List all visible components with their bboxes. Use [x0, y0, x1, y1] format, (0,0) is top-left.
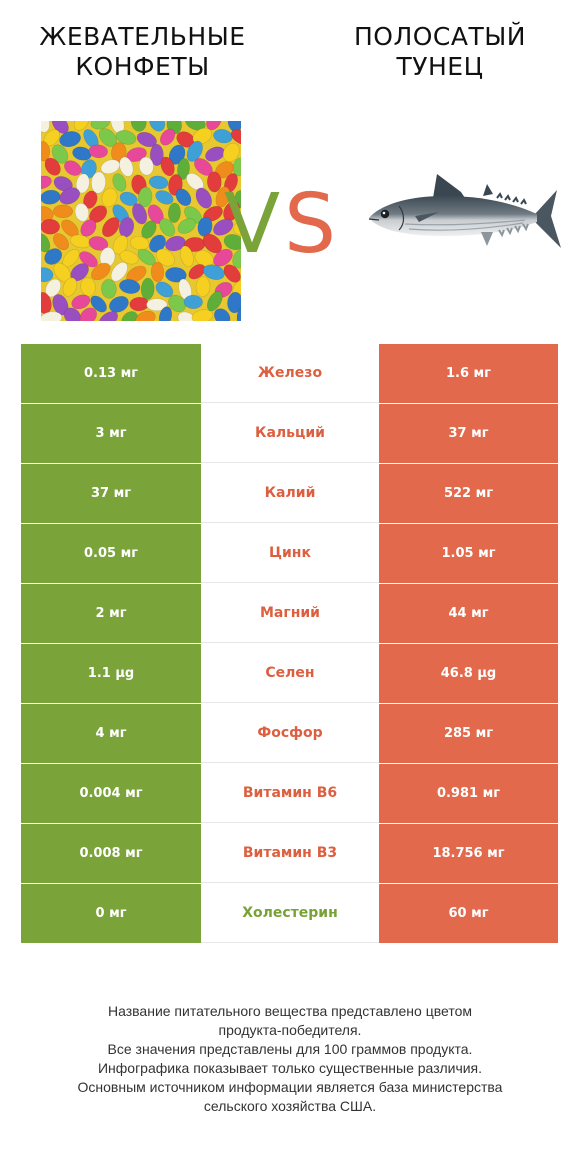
nutrient-name-cell: Кальций [201, 404, 379, 463]
nutrient-name-cell: Магний [201, 584, 379, 643]
table-row: 3 мг Кальций 37 мг [21, 404, 558, 464]
table-row: 0.004 мг Витамин B6 0.981 мг [21, 764, 558, 824]
table-row: 2 мг Магний 44 мг [21, 584, 558, 644]
nutrient-name-cell: Витамин B3 [201, 824, 379, 883]
left-value-cell: 0 мг [21, 884, 201, 943]
right-title-line1: ПОЛОСАТЫЙ [353, 22, 527, 51]
right-value-cell: 60 мг [379, 884, 558, 943]
footer-line: Название питательного вещества представл… [107, 1003, 473, 1019]
left-title-line2: КОНФЕТЫ [75, 52, 210, 81]
table-row: 0.05 мг Цинк 1.05 мг [21, 524, 558, 584]
nutrient-name-cell: Железо [201, 344, 379, 403]
right-value-cell: 285 мг [379, 704, 558, 763]
vs-s-letter: S [284, 177, 336, 270]
footer-line: Инфографика показывает только существенн… [97, 1060, 483, 1076]
left-value-cell: 4 мг [21, 704, 201, 763]
right-title-line2: ТУНЕЦ [396, 52, 484, 81]
right-value-cell: 1.05 мг [379, 524, 558, 583]
vs-v-letter: V [224, 177, 280, 270]
left-product-title: ЖЕВАТЕЛЬНЫЕ КОНФЕТЫ [15, 22, 270, 82]
left-value-cell: 1.1 µg [21, 644, 201, 703]
right-product-title: ПОЛОСАТЫЙ ТУНЕЦ [320, 22, 560, 82]
footer-line: Основным источником информации является … [77, 1079, 503, 1095]
left-value-cell: 0.05 мг [21, 524, 201, 583]
table-row: 1.1 µg Селен 46.8 µg [21, 644, 558, 704]
footer-line: продукта-победителя. [218, 1022, 362, 1038]
table-row: 0.13 мг Железо 1.6 мг [21, 344, 558, 404]
left-value-cell: 0.004 мг [21, 764, 201, 823]
left-value-cell: 37 мг [21, 464, 201, 523]
table-row: 0.008 мг Витамин B3 18.756 мг [21, 824, 558, 884]
tuna-fish-image [368, 174, 561, 248]
nutrient-name-cell: Холестерин [201, 884, 379, 943]
nutrient-name-cell: Витамин B6 [201, 764, 379, 823]
right-value-cell: 522 мг [379, 464, 558, 523]
vs-label: V S [224, 177, 336, 270]
right-value-cell: 18.756 мг [379, 824, 558, 883]
nutrient-name-cell: Калий [201, 464, 379, 523]
footer-line: сельского хозяйства США. [203, 1098, 377, 1114]
nutrient-name-cell: Фосфор [201, 704, 379, 763]
jelly-beans-image [41, 121, 241, 321]
right-value-cell: 0.981 мг [379, 764, 558, 823]
table-row: 4 мг Фосфор 285 мг [21, 704, 558, 764]
left-value-cell: 0.008 мг [21, 824, 201, 883]
table-row: 0 мг Холестерин 60 мг [21, 884, 558, 944]
left-value-cell: 3 мг [21, 404, 201, 463]
nutrient-name-cell: Цинк [201, 524, 379, 583]
nutrient-name-cell: Селен [201, 644, 379, 703]
right-value-cell: 37 мг [379, 404, 558, 463]
left-title-line1: ЖЕВАТЕЛЬНЫЕ [39, 22, 246, 51]
footer-notes: Название питательного вещества представл… [20, 1002, 560, 1116]
footer-line: Все значения представлены для 100 граммо… [107, 1041, 473, 1057]
nutrient-comparison-table: 0.13 мг Железо 1.6 мг 3 мг Кальций 37 мг 37 мг… [21, 344, 558, 944]
left-value-cell: 2 мг [21, 584, 201, 643]
table-row: 37 мг Калий 522 мг [21, 464, 558, 524]
right-value-cell: 46.8 µg [379, 644, 558, 703]
right-value-cell: 1.6 мг [379, 344, 558, 403]
left-value-cell: 0.13 мг [21, 344, 201, 403]
right-value-cell: 44 мг [379, 584, 558, 643]
